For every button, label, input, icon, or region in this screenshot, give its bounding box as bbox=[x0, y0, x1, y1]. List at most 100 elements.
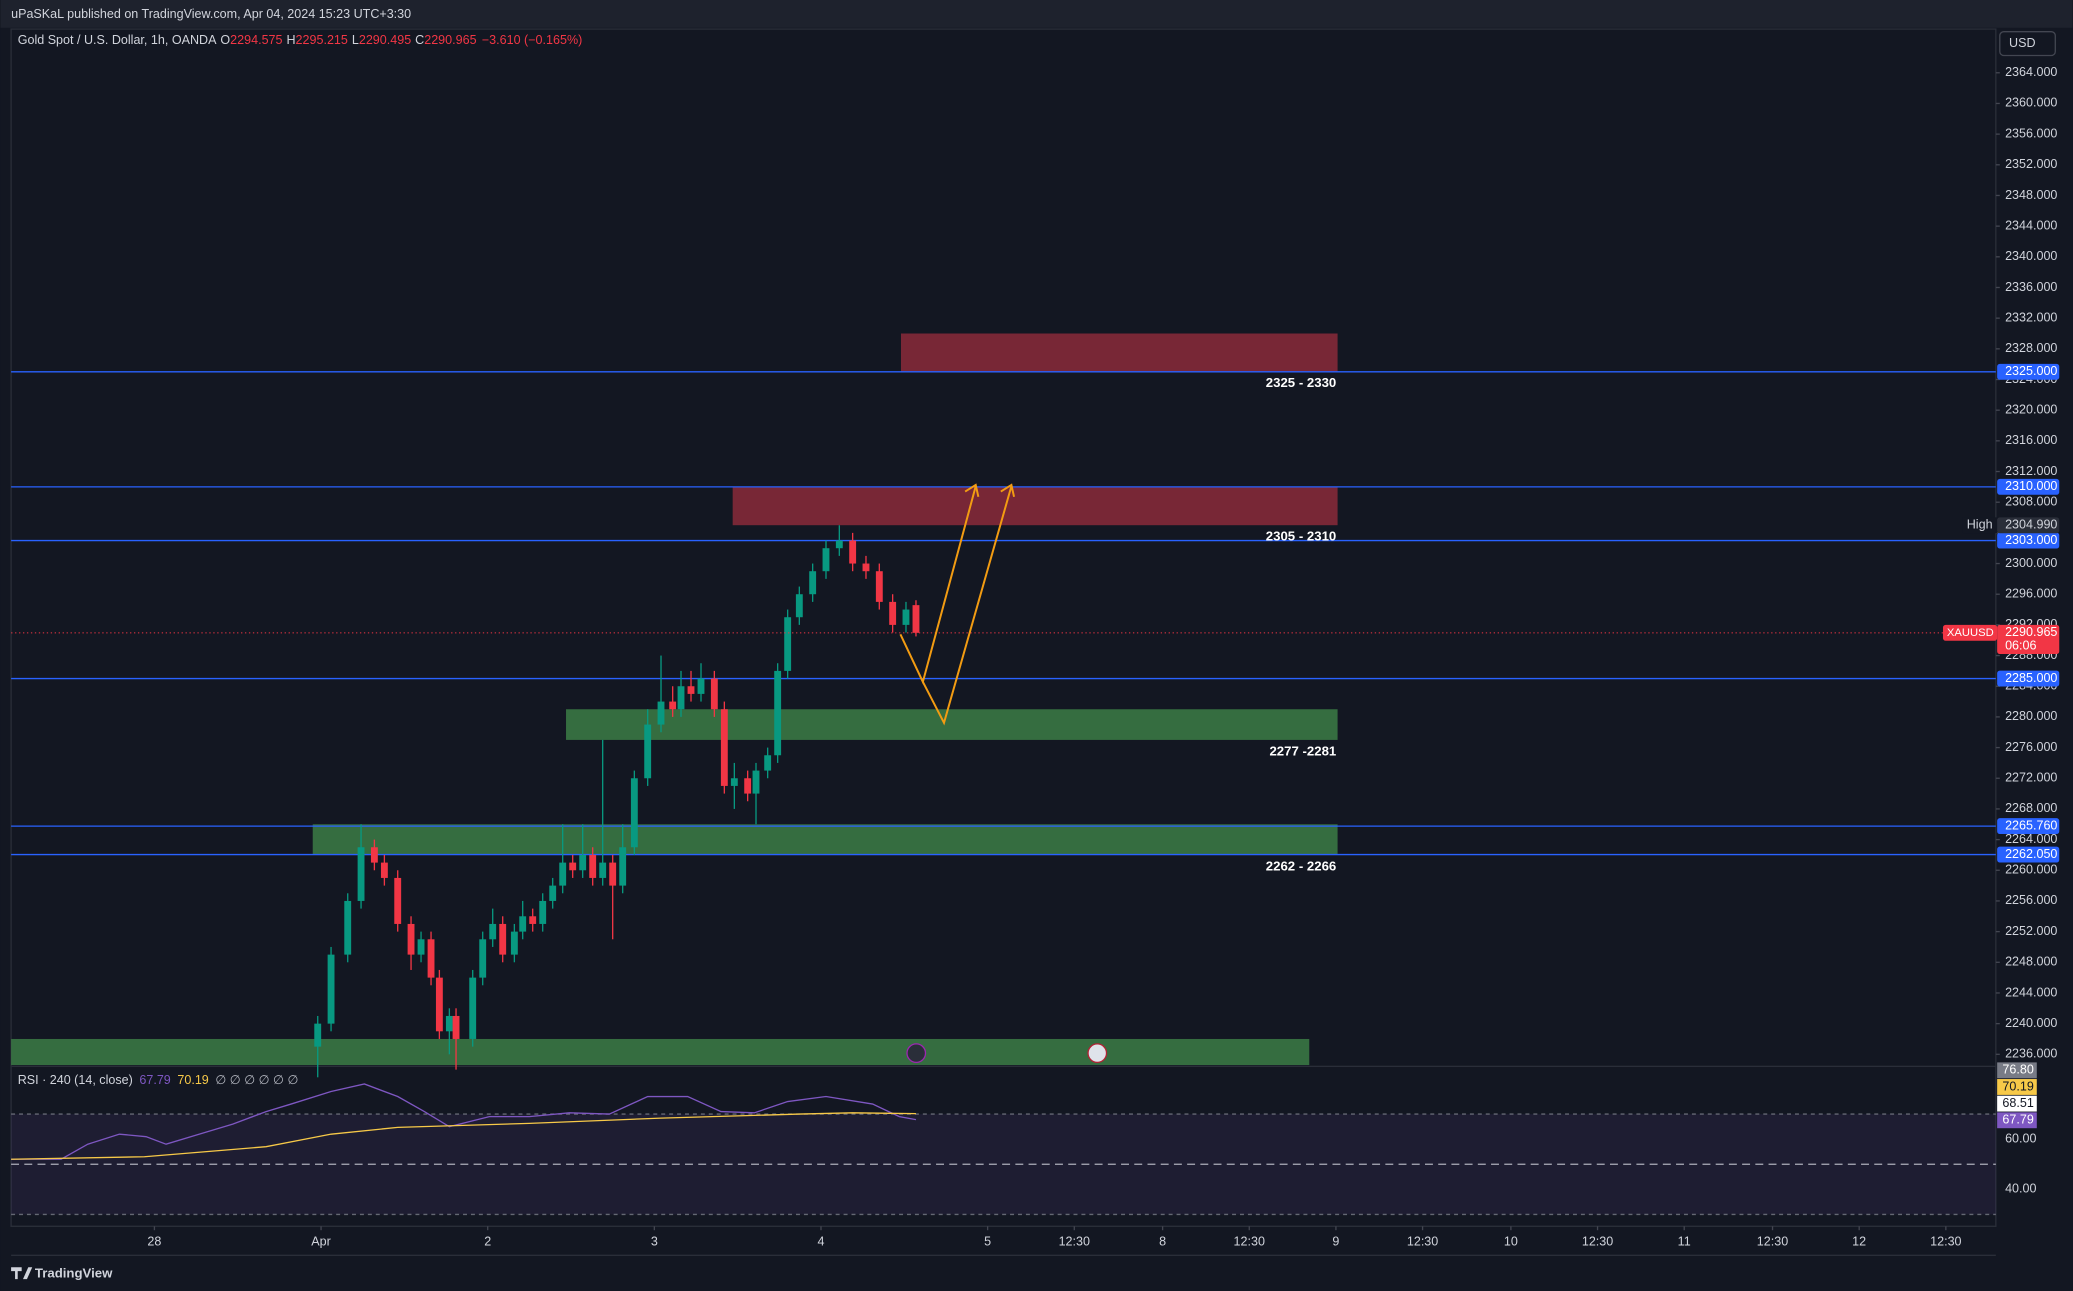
x-tick-label: 10 bbox=[1504, 1234, 1518, 1248]
currency: USD bbox=[2009, 36, 2036, 50]
countdown: 06:06 bbox=[2005, 638, 2036, 652]
candle-body bbox=[835, 540, 843, 549]
rsi-tag-label: 67.79 bbox=[2002, 1113, 2033, 1127]
x-tick-label: 4 bbox=[817, 1234, 824, 1248]
ohlc-value: 2295.215 bbox=[296, 33, 348, 47]
candle-body bbox=[697, 678, 705, 694]
level-tag-label: 2303.000 bbox=[2005, 533, 2057, 547]
last-price-tag bbox=[1997, 624, 2060, 654]
y-tick-label: 2280.000 bbox=[2005, 709, 2057, 723]
candle-body bbox=[479, 939, 487, 978]
candle-body bbox=[862, 563, 870, 572]
rsi-tag bbox=[1997, 1079, 2037, 1095]
candle-body bbox=[569, 862, 577, 871]
candle-body bbox=[417, 939, 425, 955]
x-tick-label: Apr bbox=[311, 1234, 331, 1248]
level-tag-label: 2325.000 bbox=[2005, 364, 2057, 378]
x-tick-label: 28 bbox=[147, 1234, 161, 1248]
level-tag bbox=[1997, 818, 2060, 835]
level-tag-label: 2262.050 bbox=[2005, 847, 2057, 861]
candle-body bbox=[489, 923, 497, 940]
y-tick-label: 2316.000 bbox=[2005, 433, 2057, 447]
candle-body bbox=[394, 877, 402, 924]
candle-body bbox=[644, 724, 652, 779]
y-tick-label: 2328.000 bbox=[2005, 341, 2057, 355]
rsi-tick-label: 60.00 bbox=[2005, 1131, 2036, 1145]
candle-body bbox=[710, 678, 718, 710]
brand: TradingView bbox=[11, 1265, 113, 1280]
candle-body bbox=[380, 862, 388, 878]
candle-body bbox=[687, 686, 695, 694]
candle-body bbox=[752, 770, 760, 794]
y-tick-label: 2296.000 bbox=[2005, 587, 2057, 601]
x-tick-label: 12:30 bbox=[1757, 1234, 1788, 1248]
candle-body bbox=[822, 548, 830, 572]
candle-body bbox=[849, 540, 857, 564]
projection bbox=[899, 483, 1016, 726]
candle-body bbox=[427, 939, 435, 978]
level-tag bbox=[1997, 363, 2060, 380]
rsi-tail: ∅ ∅ ∅ ∅ ∅ ∅ bbox=[215, 1073, 298, 1087]
rsi-line bbox=[11, 1112, 916, 1160]
currency-box[interactable] bbox=[1999, 31, 2056, 57]
y-tick-label: 2236.000 bbox=[2005, 1047, 2057, 1061]
y-tick-label: 2272.000 bbox=[2005, 771, 2057, 785]
brand-logo bbox=[11, 1267, 33, 1280]
rsi-tag-label: 68.51 bbox=[2002, 1096, 2033, 1110]
x-tick-label: 3 bbox=[651, 1234, 658, 1248]
y-tick-label: 2360.000 bbox=[2005, 96, 2057, 110]
y-tick-label: 2344.000 bbox=[2005, 218, 2057, 232]
rsi-tag-label: 70.19 bbox=[2002, 1079, 2033, 1093]
high-box bbox=[1962, 517, 1998, 534]
y-tick-label: 2336.000 bbox=[2005, 280, 2057, 294]
y-tick-label: 2252.000 bbox=[2005, 924, 2057, 938]
event-icon[interactable] bbox=[1087, 1043, 1108, 1064]
candle-body bbox=[314, 1023, 322, 1047]
candle-body bbox=[589, 854, 597, 878]
y-tick-label: 2256.000 bbox=[2005, 893, 2057, 907]
candle-body bbox=[609, 862, 617, 886]
y-tick-label: 2276.000 bbox=[2005, 740, 2057, 754]
candle-body bbox=[469, 977, 477, 1039]
rsi-ma-value: 70.19 bbox=[177, 1073, 208, 1087]
x-tick-label: 12:30 bbox=[1059, 1234, 1090, 1248]
high-tag bbox=[1997, 517, 2060, 534]
y-tick-label: 2248.000 bbox=[2005, 955, 2057, 969]
rsi-pane bbox=[10, 1065, 1997, 1227]
candle-body bbox=[784, 617, 792, 671]
ohlc-label: C bbox=[415, 33, 424, 47]
candle-body bbox=[559, 862, 567, 886]
event-icons[interactable] bbox=[906, 1043, 1108, 1064]
ohlc-label: L bbox=[352, 33, 359, 47]
zone bbox=[312, 824, 1338, 855]
candle-body bbox=[744, 778, 752, 794]
zone-label: 2325 - 2330 bbox=[1266, 375, 1336, 390]
candle-body bbox=[774, 670, 782, 756]
y-tick-label: 2244.000 bbox=[2005, 985, 2057, 999]
level-tag bbox=[1997, 532, 2060, 549]
ohlc-value: 2290.965 bbox=[424, 33, 476, 47]
candle-body bbox=[452, 1015, 460, 1039]
y-tick-label: 2352.000 bbox=[2005, 157, 2057, 171]
rsi-legend: RSI · 240 (14, close) 67.79 70.19 ∅ ∅ ∅ ∅ ∅… bbox=[18, 1073, 299, 1087]
zone bbox=[11, 1038, 1310, 1066]
candle-body bbox=[657, 701, 665, 725]
top-bar bbox=[0, 0, 2073, 28]
candle-body bbox=[539, 900, 547, 924]
candle-body bbox=[809, 571, 817, 595]
level-tag bbox=[1997, 846, 2060, 863]
y-tick-label: 2300.000 bbox=[2005, 556, 2057, 570]
rsi-line bbox=[11, 1083, 917, 1160]
plot-frame bbox=[10, 28, 1997, 1227]
arrow-head bbox=[1000, 483, 1016, 498]
candle-body bbox=[579, 854, 587, 871]
level-tag-label: 2285.000 bbox=[2005, 671, 2057, 685]
arrow-head bbox=[964, 483, 980, 498]
x-tick-label: 12 bbox=[1852, 1234, 1866, 1248]
event-icon[interactable] bbox=[906, 1043, 927, 1064]
candle-body bbox=[889, 601, 897, 625]
candle-body bbox=[344, 900, 352, 955]
candle-body bbox=[510, 931, 518, 955]
y-tick-label: 2308.000 bbox=[2005, 495, 2057, 509]
